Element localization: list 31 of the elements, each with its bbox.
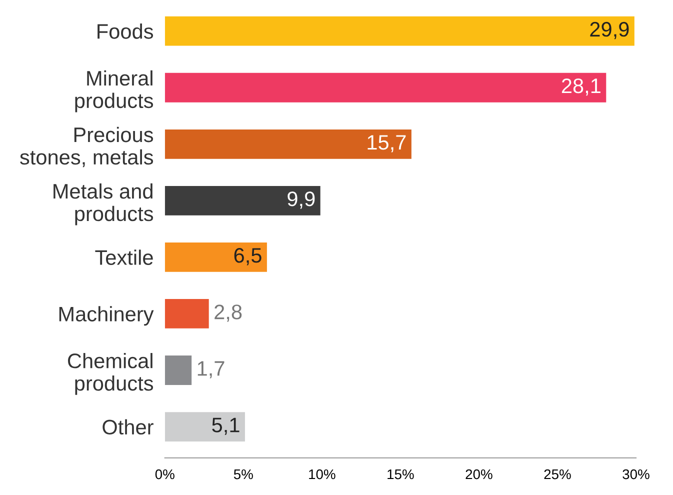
- data-label: 2,8: [214, 304, 242, 322]
- data-label: 5,1: [212, 418, 240, 435]
- y-tick-label: Metals and products: [54, 183, 154, 226]
- x-tick-label: 25%: [544, 469, 571, 480]
- x-tick-label: 10%: [309, 469, 336, 480]
- data-label: 9,9: [288, 192, 315, 209]
- data-label: 28,1: [562, 78, 600, 96]
- y-tick-label: Machinery: [59, 306, 154, 326]
- x-tick-label: 5%: [234, 469, 253, 480]
- bar: [164, 356, 192, 385]
- bar: [164, 72, 606, 102]
- bar: [164, 242, 267, 272]
- y-tick-label: Mineral products: [75, 70, 154, 112]
- bar: [164, 299, 209, 328]
- data-label: 1,7: [198, 361, 224, 378]
- data-label: 6,5: [234, 248, 262, 266]
- y-tick-label: Other: [102, 419, 154, 435]
- bar: [164, 186, 320, 216]
- x-tick-label: 20%: [466, 469, 492, 480]
- bar: [164, 129, 412, 159]
- x-tick-label: 0%: [155, 469, 174, 480]
- y-tick-label: Precious stones, metals: [20, 126, 154, 168]
- data-label: 15,7: [368, 135, 406, 152]
- x-tick-label: 30%: [622, 469, 650, 480]
- data-label: 29,9: [590, 22, 629, 40]
- y-tick-label: Textile: [95, 250, 153, 265]
- bar: [164, 412, 245, 442]
- y-tick-label: Chemical products: [68, 353, 154, 395]
- x-tick-label: 15%: [388, 469, 414, 480]
- y-tick-label: Foods: [98, 24, 154, 39]
- bar: [164, 16, 634, 46]
